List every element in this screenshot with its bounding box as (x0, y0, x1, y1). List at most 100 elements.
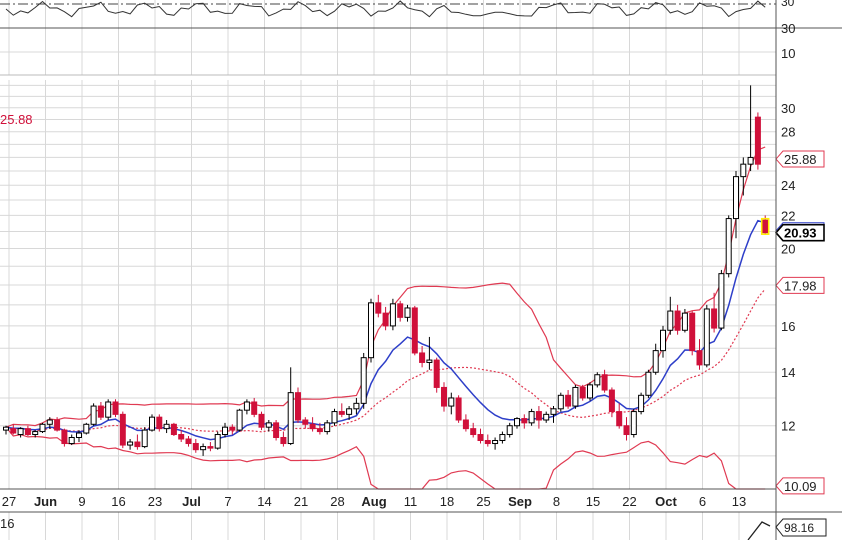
candle-body (696, 350, 703, 366)
candle-body (214, 434, 221, 449)
candle-body (24, 428, 31, 436)
candle-body (470, 428, 477, 436)
candle-body (572, 386, 579, 407)
candle-body (338, 411, 345, 415)
candle-28 (207, 442, 214, 452)
candle-body (608, 389, 615, 413)
candle-63 (462, 414, 469, 432)
candle-64 (470, 422, 477, 438)
date-label-9: 9 (78, 494, 85, 509)
date-label-28: 28 (330, 494, 344, 509)
candle-78 (572, 384, 579, 409)
date-label-25: 25 (476, 494, 490, 509)
date-label-Jul: Jul (182, 494, 201, 509)
candle-body (762, 219, 769, 234)
date-label-22: 22 (622, 494, 636, 509)
candle-body (455, 397, 462, 421)
candle-body (178, 434, 185, 440)
candle-body (579, 386, 586, 399)
candle-79 (579, 384, 586, 401)
candle-body (302, 419, 309, 425)
marker-lower-band-text: 10.09 (784, 479, 817, 494)
candle-74 (543, 411, 550, 423)
candle-body (528, 411, 535, 424)
candle-31 (229, 424, 236, 435)
candle-22 (163, 419, 170, 434)
candle-body (667, 310, 674, 331)
candle-65 (477, 428, 484, 444)
bottom-indicator-marker-text: 98.16 (784, 521, 814, 535)
candle-body (411, 307, 418, 354)
candle-body (689, 312, 696, 352)
candle-body (170, 423, 177, 436)
rsi-line (5, 0, 766, 18)
candle-body (681, 312, 688, 331)
marker-last-price: 20.93 (774, 223, 825, 242)
candle-94 (689, 311, 696, 356)
candle-4 (32, 430, 39, 438)
candle-12 (90, 403, 97, 426)
candle-76 (557, 392, 564, 412)
candle-23 (170, 422, 177, 437)
candle-90 (660, 325, 666, 358)
price-tick-30: 30 (781, 101, 795, 116)
candle-body (514, 418, 520, 427)
candle-body (674, 310, 681, 331)
date-label-15: 15 (586, 494, 600, 509)
candle-9 (68, 434, 75, 446)
candle-body (397, 303, 404, 318)
candle-body (156, 416, 163, 430)
candle-41 (302, 417, 309, 429)
candle-body (76, 432, 82, 438)
candle-body (46, 419, 53, 425)
candlesticks (3, 85, 770, 456)
marker-upper-band-box (775, 150, 825, 168)
candle-19 (141, 427, 148, 449)
candle-body (660, 329, 666, 352)
marker-upper-band: 25.88 (775, 150, 825, 168)
price-tick-20: 20 (781, 241, 795, 256)
candle-0 (3, 425, 9, 435)
candle-51 (375, 294, 382, 318)
date-label-6: 6 (699, 494, 706, 509)
candle-body (243, 401, 250, 411)
date-label-Aug: Aug (361, 494, 386, 509)
candle-body (375, 302, 382, 314)
candle-87 (638, 392, 645, 415)
candle-body (740, 163, 747, 178)
candle-body (54, 419, 61, 431)
date-label-27: 27 (2, 494, 16, 509)
candle-34 (251, 397, 258, 418)
candle-3 (24, 425, 31, 437)
candle-body (236, 409, 243, 431)
date-axis: 27 Jun 9 16 23 Jul 7 14 21 28 Aug 11 18 25 Sep 8 15 22 Oct… (2, 494, 746, 509)
candle-17 (127, 438, 134, 450)
bottom-indicator-line (747, 521, 771, 540)
candle-35 (258, 411, 265, 431)
date-label-23: 23 (148, 494, 162, 509)
candle-20 (149, 414, 155, 432)
marker-middle-band-box (775, 276, 825, 294)
date-label-Oct: Oct (655, 494, 677, 509)
candle-body (192, 443, 199, 451)
candle-44 (324, 419, 331, 435)
price-grid (0, 80, 776, 489)
candle-60 (441, 382, 447, 412)
candle-body (119, 413, 126, 446)
candle-body (97, 405, 104, 418)
candle-body (754, 116, 761, 165)
candle-102 (747, 85, 754, 172)
date-label-7: 7 (224, 494, 231, 509)
price-tick-24: 24 (781, 178, 795, 193)
top-tick-partial: 30 (781, 0, 795, 9)
candle-54 (397, 300, 404, 322)
candle-100 (733, 171, 739, 239)
candle-68 (499, 431, 506, 444)
candle-52 (382, 306, 389, 331)
candle-body (433, 359, 440, 388)
candle-body (441, 386, 447, 407)
candle-97 (711, 292, 718, 333)
candle-body (141, 429, 148, 448)
candle-body (594, 374, 601, 386)
